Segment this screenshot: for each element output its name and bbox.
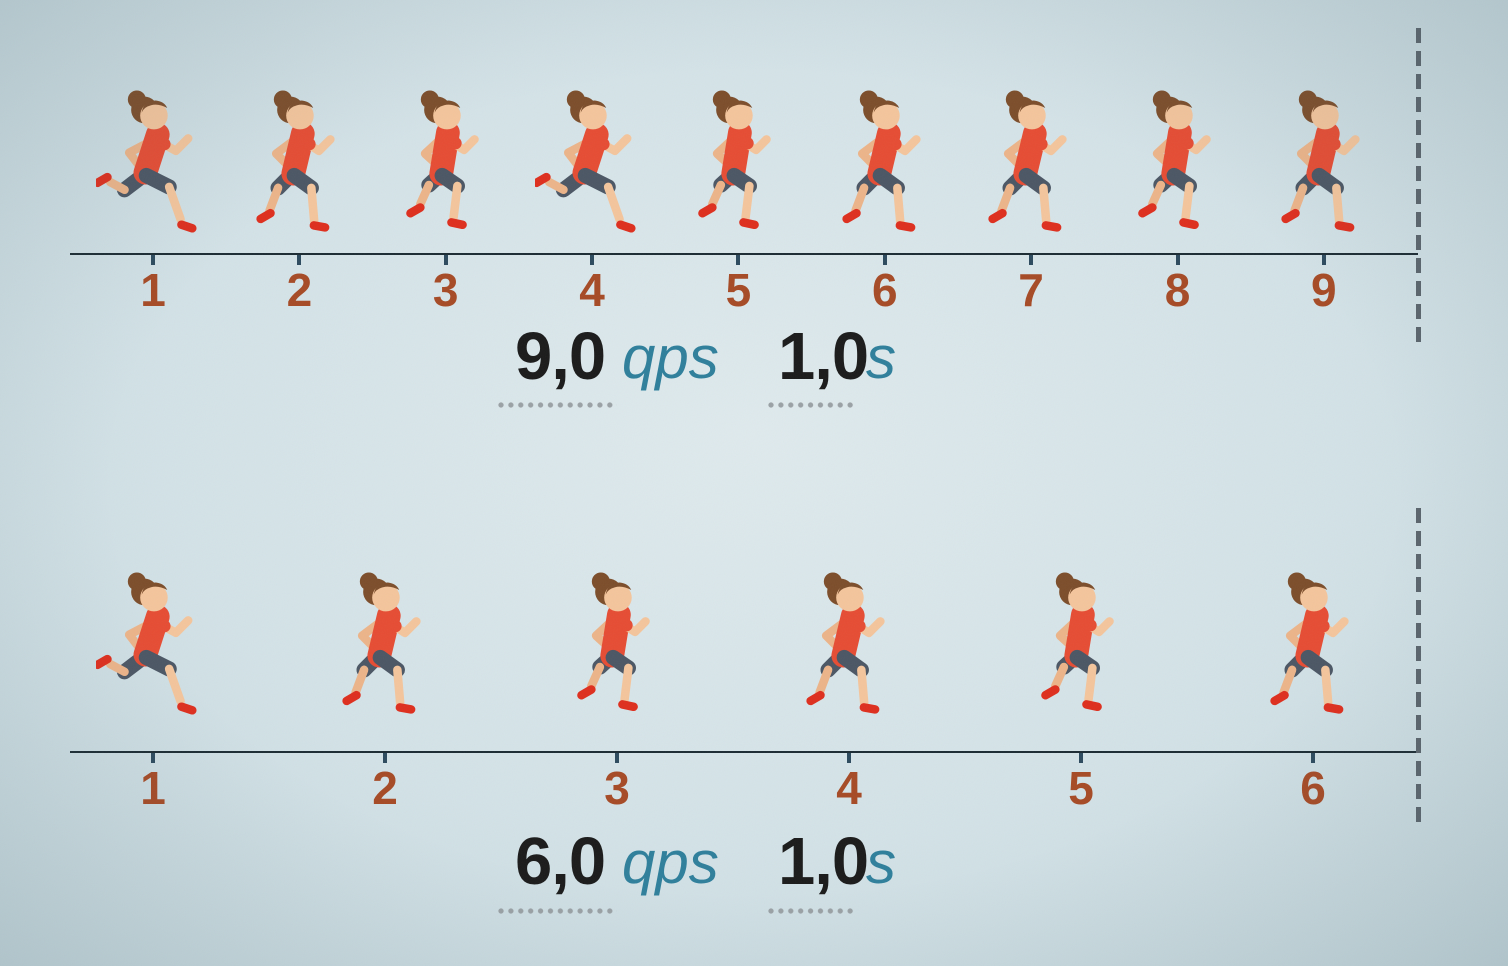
tick-number: 8 xyxy=(1164,264,1191,316)
rate-dotted-underline xyxy=(498,402,617,408)
tick-number: 3 xyxy=(604,762,630,814)
finish-dashed-line-icon xyxy=(1416,508,1421,825)
tick-number: 6 xyxy=(1300,762,1326,814)
tick-number: 6 xyxy=(872,264,898,316)
runner-icon xyxy=(560,572,674,724)
timeline-axis xyxy=(70,253,1418,255)
runner-icon xyxy=(96,572,210,724)
time-unit: s xyxy=(866,324,896,391)
tick-number: 1 xyxy=(140,762,166,814)
tick-number: 2 xyxy=(372,762,398,814)
tick-number: 4 xyxy=(579,264,605,316)
tick-number: 2 xyxy=(286,264,313,316)
rate-dotted-underline xyxy=(498,908,617,914)
rate-unit: qps xyxy=(622,324,719,391)
time-dotted-underline xyxy=(768,908,855,914)
rate-value: 9,0 xyxy=(515,319,606,394)
runner-icon xyxy=(1267,90,1381,242)
runner-icon xyxy=(974,90,1088,242)
tick-number: 7 xyxy=(1018,264,1044,316)
runner-icon xyxy=(535,90,649,242)
tick-number: 3 xyxy=(432,264,459,316)
rate-value: 6,0 xyxy=(515,824,606,899)
time-unit: s xyxy=(866,829,896,896)
runner-icon xyxy=(1024,572,1138,724)
time-value: 1,0 xyxy=(778,824,869,899)
rate-unit: qps xyxy=(622,829,719,896)
rate-label-group: 9,0 qps 1,0 s xyxy=(0,323,1508,413)
runner-icon xyxy=(328,572,442,724)
runner-icon xyxy=(1256,572,1370,724)
rate-label-group: 6,0 qps 1,0 s xyxy=(0,828,1508,918)
time-value: 1,0 xyxy=(778,319,869,394)
runner-icon xyxy=(792,572,906,724)
tick-number: 4 xyxy=(836,762,862,814)
time-dotted-underline xyxy=(768,402,855,408)
runner-icon xyxy=(242,90,356,242)
runner-icon xyxy=(681,90,795,242)
timeline-axis xyxy=(70,751,1418,753)
runner-icon xyxy=(96,90,210,242)
tick-number: 9 xyxy=(1311,264,1337,316)
runner-icon xyxy=(828,90,942,242)
tick-number: 5 xyxy=(1068,762,1094,814)
runner-icon xyxy=(1121,90,1235,242)
tick-number: 1 xyxy=(140,264,166,316)
runner-icon xyxy=(389,90,503,242)
finish-dashed-line-icon xyxy=(1416,28,1421,344)
tick-number: 5 xyxy=(725,264,752,316)
